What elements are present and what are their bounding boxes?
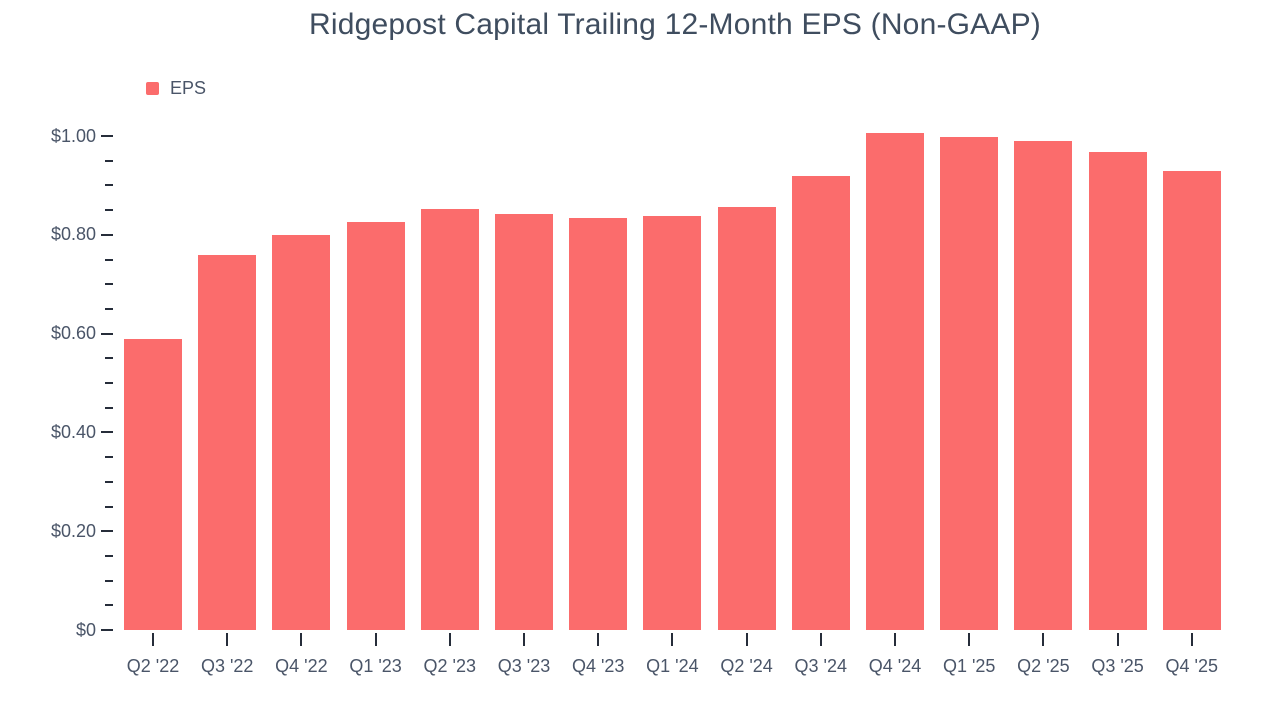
x-axis-tick <box>745 633 748 646</box>
x-axis-label: Q3 '25 <box>1091 656 1144 676</box>
x-axis-label: Q4 '22 <box>275 656 328 676</box>
x-axis-label: Q2 '23 <box>423 656 477 676</box>
chart-title: Ridgepost Capital Trailing 12-Month EPS … <box>309 8 1041 41</box>
x-axis-tick <box>671 633 674 646</box>
x-axis-tick <box>374 633 377 646</box>
x-axis-label: Q3 '23 <box>497 656 551 676</box>
x-axis-label: Q2 '24 <box>720 656 773 676</box>
eps-bar[interactable] <box>1014 141 1073 630</box>
x-axis-tick <box>152 633 154 646</box>
y-axis-label: $0.60 <box>50 323 96 344</box>
y-axis-label: $0.40 <box>50 421 96 442</box>
x-axis-label: Q1 '24 <box>646 656 699 676</box>
y-axis-major-tick <box>101 332 113 335</box>
x-axis-label: Q1 '23 <box>349 656 402 676</box>
x-axis-tick <box>1116 633 1119 646</box>
y-axis-minor-tick <box>105 209 113 212</box>
eps-bar[interactable] <box>866 133 924 630</box>
y-axis-minor-tick <box>105 406 113 409</box>
y-axis-major-tick <box>101 530 113 533</box>
eps-bar[interactable] <box>495 214 553 630</box>
y-axis-minor-tick <box>105 184 113 187</box>
y-axis-major-tick <box>101 431 113 434</box>
x-axis-tick <box>894 633 896 646</box>
x-axis-tick <box>819 633 822 646</box>
x-axis-tick <box>226 633 229 646</box>
y-axis-label: $0.80 <box>50 224 96 245</box>
x-axis-label: Q4 '23 <box>571 656 625 676</box>
y-axis-minor-tick <box>105 382 113 384</box>
y-axis-minor-tick <box>105 307 113 310</box>
y-axis-minor-tick <box>105 258 113 261</box>
x-axis-tick <box>1042 633 1045 646</box>
y-axis-major-tick <box>101 135 113 137</box>
y-axis-label: $0 <box>75 619 96 640</box>
y-axis-minor-tick <box>105 159 113 162</box>
eps-bar[interactable] <box>940 137 999 630</box>
x-axis-tick <box>523 633 525 646</box>
x-axis-label: Q2 '22 <box>126 656 180 676</box>
eps-bar[interactable] <box>124 339 182 630</box>
y-axis-label: $0.20 <box>50 520 96 541</box>
eps-bar[interactable] <box>198 255 257 630</box>
x-axis-label: Q1 '25 <box>942 656 996 676</box>
eps-bar[interactable] <box>420 209 479 630</box>
eps-bar[interactable] <box>791 176 850 630</box>
y-axis-minor-tick <box>105 554 113 557</box>
x-axis-label: Q2 '25 <box>1017 656 1070 676</box>
y-axis-minor-tick <box>105 283 113 286</box>
legend-item-eps[interactable]: EPS <box>146 78 206 99</box>
legend-label: EPS <box>170 78 207 98</box>
y-axis-minor-tick <box>105 579 113 582</box>
eps-bar[interactable] <box>569 218 628 630</box>
x-axis-label: Q3 '24 <box>794 656 848 676</box>
x-axis-tick <box>448 633 451 646</box>
x-axis-tick <box>968 633 971 646</box>
y-axis-label: $1.00 <box>50 125 96 146</box>
x-axis-label: Q3 '22 <box>200 656 254 676</box>
eps-bar[interactable] <box>643 216 702 630</box>
y-axis-minor-tick <box>105 604 113 607</box>
eps-bar[interactable] <box>1088 152 1147 630</box>
x-axis-label: Q4 '25 <box>1165 656 1219 676</box>
y-axis-minor-tick <box>105 505 113 508</box>
x-axis-tick <box>300 633 303 646</box>
y-axis-minor-tick <box>105 480 113 483</box>
eps-bar[interactable] <box>717 207 776 630</box>
y-axis-minor-tick <box>105 357 113 360</box>
y-axis-minor-tick <box>105 456 113 459</box>
legend-swatch-icon <box>146 82 159 95</box>
x-axis-tick <box>597 633 600 646</box>
x-axis-label: Q4 '24 <box>868 656 922 676</box>
y-axis-major-tick <box>101 233 113 236</box>
eps-bar[interactable] <box>272 235 331 630</box>
eps-bar[interactable] <box>1162 171 1221 630</box>
y-axis-major-tick <box>101 629 113 631</box>
x-axis-tick <box>1190 633 1193 646</box>
eps-bar[interactable] <box>346 222 405 630</box>
